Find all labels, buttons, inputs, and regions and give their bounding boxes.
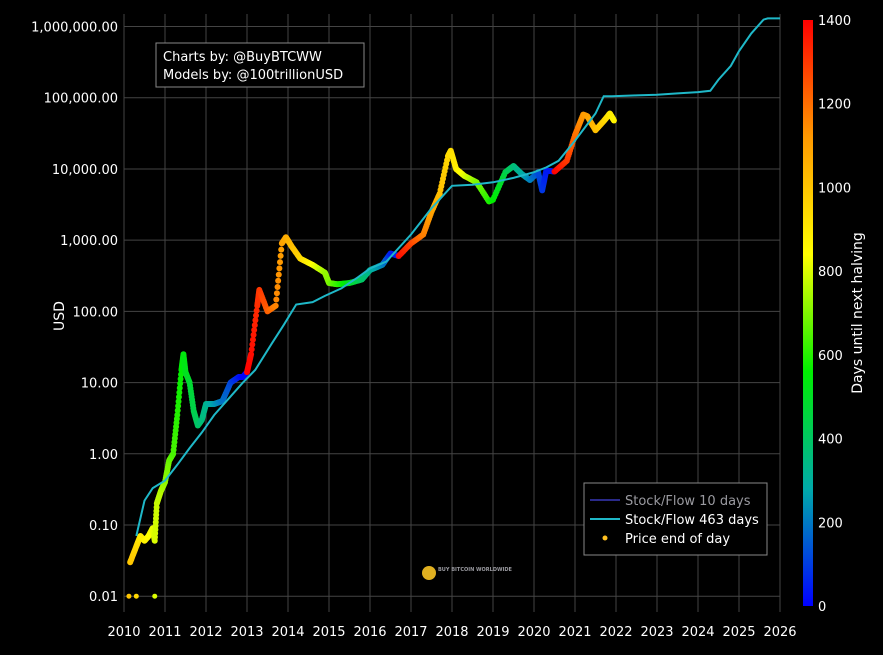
- legend-label-sf10: Stock/Flow 10 days: [625, 494, 751, 509]
- colorbar-tick-label: 400: [818, 433, 843, 448]
- price-point: [275, 277, 282, 284]
- x-tick-label: 2020: [517, 625, 550, 640]
- price-point: [277, 252, 284, 259]
- price-point: [174, 407, 181, 414]
- price-point: [248, 351, 255, 358]
- y-tick-label: 10.00: [81, 377, 118, 392]
- y-tick-label: 0.01: [89, 590, 118, 605]
- price-points: [127, 110, 617, 566]
- price-point: [278, 246, 285, 253]
- legend-swatch-price: [602, 535, 608, 541]
- y-tick-label: 0.10: [89, 519, 118, 534]
- credits-box: [155, 42, 365, 88]
- x-tick-label: 2016: [353, 625, 386, 640]
- colorbar-tick-label: 1200: [818, 98, 851, 113]
- x-tick-label: 2011: [148, 625, 181, 640]
- price-point: [277, 259, 284, 266]
- price-point: [175, 398, 182, 405]
- price-point: [252, 317, 259, 324]
- legend: Stock/Flow 10 days Stock/Flow 463 days P…: [583, 482, 768, 556]
- price-point: [176, 385, 183, 392]
- price-point: [272, 302, 279, 309]
- y-axis-title: USD: [52, 301, 68, 331]
- price-point: [273, 290, 280, 297]
- price-point: [250, 331, 257, 338]
- price-point: [152, 593, 158, 599]
- x-tick-label: 2023: [640, 625, 673, 640]
- price-point: [249, 341, 256, 348]
- price-point: [275, 271, 282, 278]
- y-tick-label: 1.00: [89, 448, 118, 463]
- watermark-coin-icon: [422, 566, 436, 580]
- y-axis-ticks: 0.01 0.10 1.00 10.00 100.00 1,000.00 10,000.00…: [31, 21, 118, 606]
- x-tick-label: 2022: [599, 625, 632, 640]
- price-point: [126, 593, 132, 599]
- legend-label-price: Price end of day: [625, 532, 730, 547]
- price-point: [175, 394, 182, 401]
- x-tick-label: 2024: [681, 625, 714, 640]
- price-point: [253, 307, 260, 314]
- price-point: [274, 284, 281, 291]
- x-tick-label: 2018: [435, 625, 468, 640]
- watermark-logo: BUY BITCOIN WORLDWIDE: [422, 566, 512, 580]
- x-tick-label: 2012: [189, 625, 222, 640]
- y-tick-label: 100,000.00: [44, 92, 118, 107]
- price-point: [249, 336, 256, 343]
- colorbar-tick-label: 800: [818, 265, 843, 280]
- price-point: [177, 371, 184, 378]
- x-tick-label: 2013: [230, 625, 263, 640]
- colorbar-tick-label: 1000: [818, 181, 851, 196]
- x-tick-label: 2021: [558, 625, 591, 640]
- colorbar: [803, 20, 813, 606]
- early-price-points: [126, 593, 158, 599]
- price-point: [610, 117, 617, 124]
- grid: [123, 14, 781, 612]
- price-point: [175, 403, 182, 410]
- price-point: [253, 312, 260, 319]
- colorbar-ticks: 0 200 400 600 800 1000 1200 1400: [818, 14, 851, 615]
- credits-line-2: Models by: @100trillionUSD: [163, 68, 343, 83]
- x-tick-label: 2010: [107, 625, 140, 640]
- price-point: [273, 296, 280, 303]
- x-tick-label: 2014: [271, 625, 304, 640]
- price-point: [248, 346, 255, 353]
- colorbar-title: Days until next halving: [850, 232, 866, 394]
- y-tick-label: 1,000.00: [60, 234, 118, 249]
- y-tick-label: 10,000.00: [52, 163, 118, 178]
- credits-line-1: Charts by: @BuyBTCWW: [163, 50, 322, 65]
- price-point: [276, 265, 283, 272]
- watermark-text: BUY BITCOIN WORLDWIDE: [438, 567, 512, 573]
- legend-label-sf463: Stock/Flow 463 days: [625, 513, 759, 528]
- credits-annotation: Charts by: @BuyBTCWW Models by: @100tril…: [155, 42, 365, 88]
- price-point: [251, 326, 258, 333]
- y-tick-label: 1,000,000.00: [31, 21, 118, 36]
- price-point: [251, 322, 258, 329]
- price-point: [176, 389, 183, 396]
- y-tick-label: 100.00: [73, 305, 119, 320]
- x-tick-label: 2026: [763, 625, 796, 640]
- stock-flow-463-line: [135, 17, 780, 537]
- x-tick-label: 2019: [476, 625, 509, 640]
- x-tick-label: 2025: [722, 625, 755, 640]
- x-tick-label: 2017: [394, 625, 427, 640]
- price-point: [177, 380, 184, 387]
- price-point: [174, 412, 181, 419]
- colorbar-tick-label: 200: [818, 516, 843, 531]
- x-axis-ticks: 2010 2011 2012 2013 2014 2015 2016 2017 2018 2019…: [107, 625, 796, 640]
- price-point: [133, 593, 139, 599]
- x-tick-label: 2015: [312, 625, 345, 640]
- colorbar-tick-label: 1400: [818, 14, 851, 29]
- colorbar-tick-label: 600: [818, 349, 843, 364]
- colorbar-tick-label: 0: [818, 600, 826, 615]
- price-point: [177, 376, 184, 383]
